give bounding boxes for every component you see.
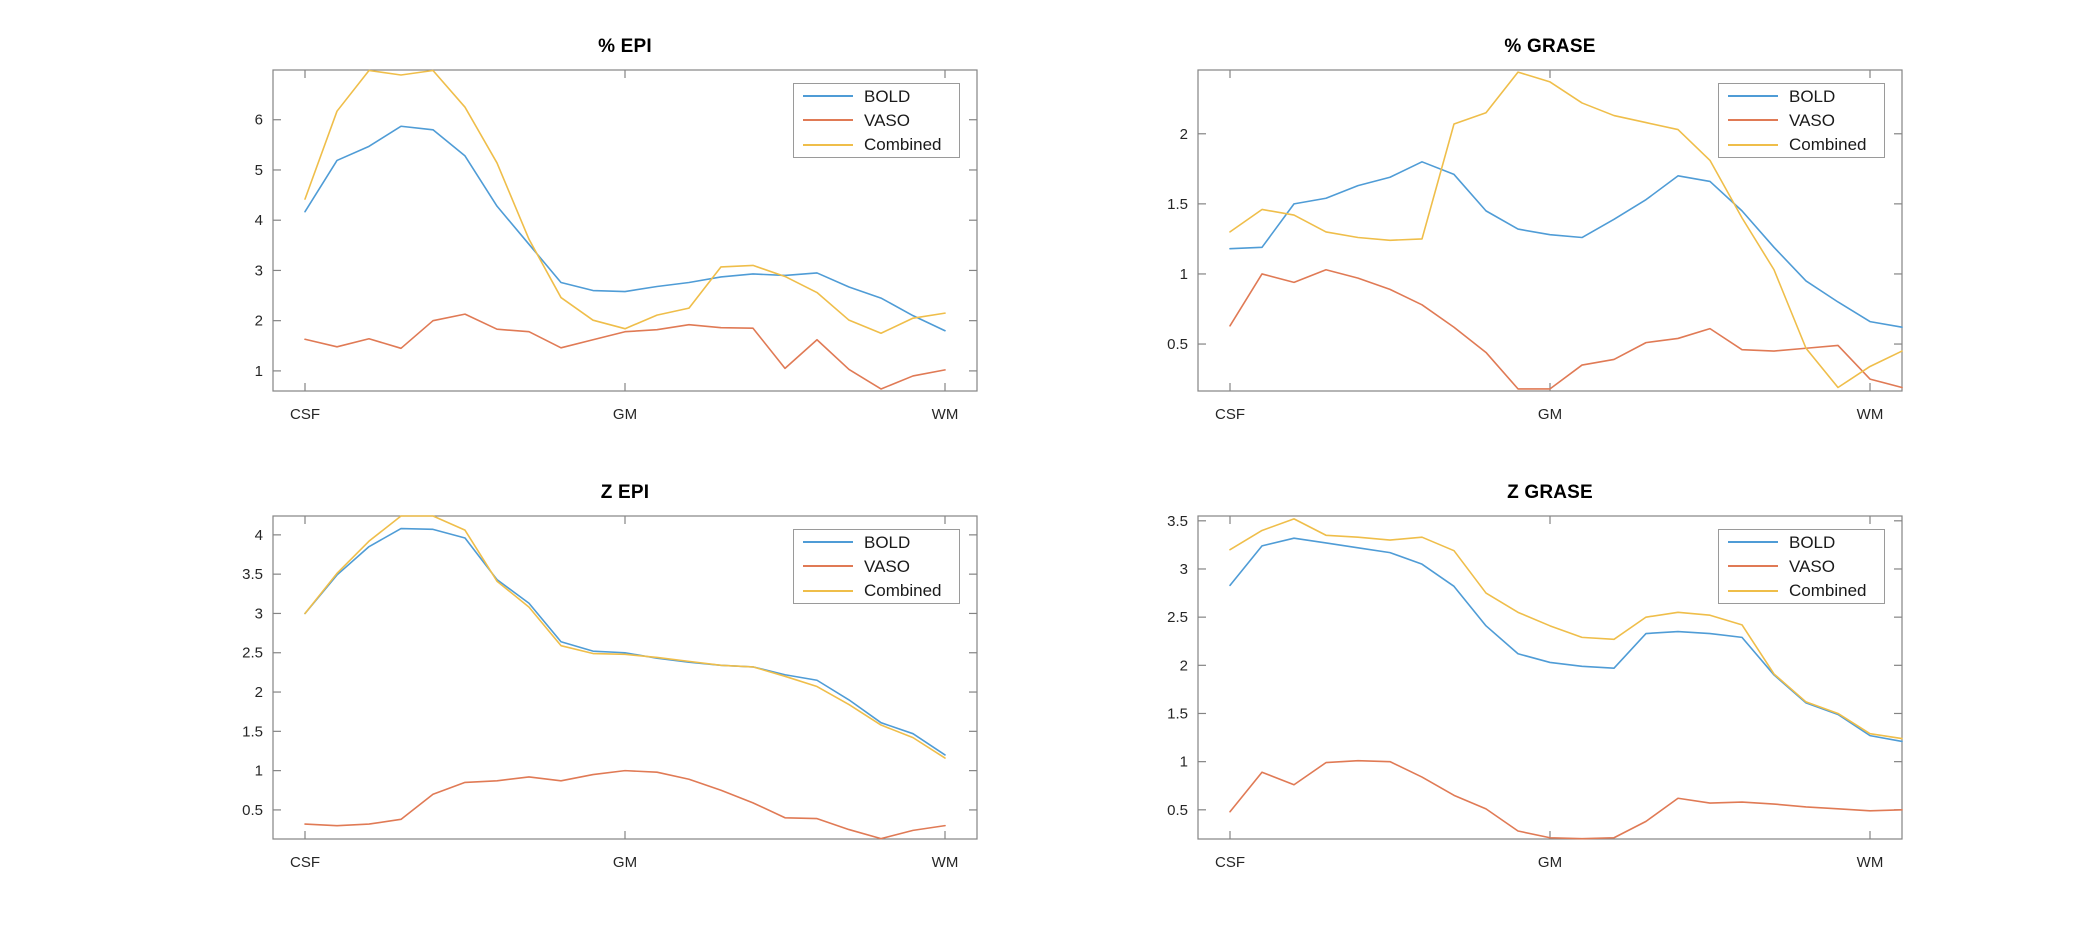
y-tick-label: 0.5 (1167, 336, 1188, 353)
x-tick-label: WM (1857, 854, 1884, 871)
y-tick-label: 0.5 (242, 802, 263, 819)
bold-line-swatch (803, 95, 853, 98)
bold-line-swatch (1728, 95, 1778, 98)
y-tick-label: 1.5 (1167, 196, 1188, 213)
z-grasevaso-line (1229, 759, 1903, 840)
y-tick-label: 3.5 (1167, 513, 1188, 530)
legend-item-label: Combined (864, 581, 942, 601)
vaso-line-swatch (803, 565, 853, 568)
legend-percent-grase: BOLD VASO Combined (1718, 83, 1885, 158)
combined-line-swatch (803, 589, 853, 592)
y-tick-label: 1 (1180, 266, 1188, 283)
x-tick-label: CSF (290, 854, 320, 871)
chart-title-percent-epi: % EPI (598, 36, 652, 57)
legend-item-label: VASO (864, 110, 910, 130)
y-tick-label: 2 (1180, 126, 1188, 143)
legend-item-label: BOLD (864, 532, 911, 552)
-grasecombined-line (1229, 71, 1903, 389)
bold-line-swatch (803, 541, 853, 544)
legend-item: BOLD (794, 84, 959, 108)
legend-z-epi: BOLD VASO Combined (793, 529, 960, 604)
y-tick-label: 1 (255, 763, 263, 780)
x-tick-label: CSF (1215, 406, 1245, 423)
chart-title-percent-grase: % GRASE (1504, 36, 1596, 57)
x-tick-label: CSF (1215, 854, 1245, 871)
bold-line-swatch (1728, 541, 1778, 544)
z-epicombined-line (304, 515, 946, 759)
legend-item-label: Combined (1789, 135, 1867, 155)
y-tick-label: 1 (255, 363, 263, 380)
x-tick-label: GM (613, 854, 637, 871)
legend-item: VASO (794, 554, 959, 578)
y-tick-label: 3.5 (242, 566, 263, 583)
legend-item: Combined (794, 133, 959, 157)
y-tick-label: 4 (255, 527, 263, 544)
combined-line-swatch (1728, 143, 1778, 146)
legend-item-label: Combined (864, 135, 942, 155)
chart-title-z-grase: Z GRASE (1507, 482, 1593, 503)
legend-item: BOLD (794, 530, 959, 554)
y-tick-label: 0.5 (1167, 802, 1188, 819)
legend-item: Combined (794, 579, 959, 603)
y-tick-label: 5 (255, 162, 263, 179)
-grasebold-line (1229, 161, 1903, 329)
x-tick-label: GM (1538, 406, 1562, 423)
-epicombined-line (304, 69, 946, 335)
y-tick-label: 2 (255, 313, 263, 330)
y-tick-label: 3 (1180, 561, 1188, 578)
legend-item-label: VASO (1789, 556, 1835, 576)
legend-item: VASO (1719, 554, 1884, 578)
y-tick-label: 2 (255, 684, 263, 701)
y-tick-label: 2 (1180, 657, 1188, 674)
legend-item: BOLD (1719, 84, 1884, 108)
legend-percent-epi: BOLD VASO Combined (793, 83, 960, 158)
y-tick-label: 1.5 (242, 723, 263, 740)
-epibold-line (304, 125, 946, 332)
y-tick-label: 6 (255, 112, 263, 129)
z-epivaso-line (304, 769, 946, 840)
vaso-line-swatch (803, 119, 853, 122)
x-tick-label: CSF (290, 406, 320, 423)
legend-item: Combined (1719, 579, 1884, 603)
y-tick-label: 2.5 (242, 645, 263, 662)
-grasevaso-line (1229, 268, 1903, 390)
x-tick-label: WM (932, 406, 959, 423)
legend-item-label: BOLD (1789, 86, 1836, 106)
y-tick-label: 3 (255, 262, 263, 279)
-epivaso-line (304, 313, 946, 390)
x-tick-label: GM (613, 406, 637, 423)
chart-title-z-epi: Z EPI (600, 482, 650, 503)
combined-line-swatch (803, 143, 853, 146)
legend-item-label: BOLD (864, 86, 911, 106)
y-tick-label: 2.5 (1167, 609, 1188, 626)
legend-item: Combined (1719, 133, 1884, 157)
y-tick-label: 4 (255, 212, 263, 229)
legend-item-label: VASO (864, 556, 910, 576)
vaso-line-swatch (1728, 119, 1778, 122)
legend-item-label: Combined (1789, 581, 1867, 601)
legend-item: BOLD (1719, 530, 1884, 554)
z-epibold-line (304, 527, 946, 756)
legend-item-label: VASO (1789, 110, 1835, 130)
legend-item-label: BOLD (1789, 532, 1836, 552)
x-tick-label: WM (932, 854, 959, 871)
legend-item: VASO (1719, 108, 1884, 132)
vaso-line-swatch (1728, 565, 1778, 568)
y-tick-label: 3 (255, 605, 263, 622)
x-tick-label: GM (1538, 854, 1562, 871)
x-tick-label: WM (1857, 406, 1884, 423)
legend-z-grase: BOLD VASO Combined (1718, 529, 1885, 604)
z-grasecombined-line (1229, 518, 1903, 740)
y-tick-label: 1.5 (1167, 705, 1188, 722)
legend-item: VASO (794, 108, 959, 132)
combined-line-swatch (1728, 589, 1778, 592)
y-tick-label: 1 (1180, 754, 1188, 771)
